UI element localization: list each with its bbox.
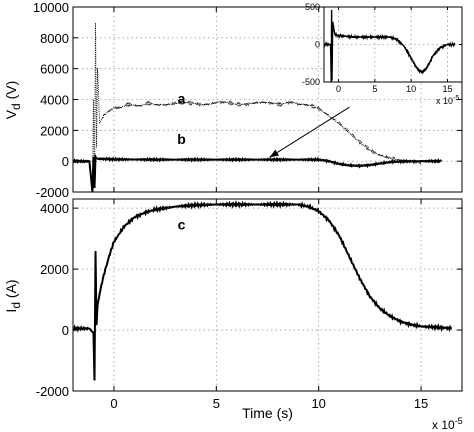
inset-x-tick-label-1: 5: [372, 84, 377, 94]
bottom-annotation-c: c: [178, 216, 186, 232]
inset-x-tick-label-0: 0: [336, 84, 341, 94]
inset-x-tick-label-2: 10: [406, 84, 416, 94]
top-y-tick-label-0: -2000: [36, 185, 69, 200]
top-annotation-b: b: [177, 131, 186, 147]
bottom-y-tick-label-3: 4000: [40, 201, 69, 216]
inset-pointer-arrow-line: [269, 106, 350, 158]
top-series-line-1: [73, 153, 443, 192]
top-y-axis-label: Vd (V): [3, 81, 23, 120]
bottom-y-label-main: I: [3, 309, 19, 313]
inset-exponent-base: x 10: [436, 96, 453, 106]
top-y-tick-label-2: 2000: [40, 123, 69, 138]
top-annotation-a: a: [178, 90, 186, 106]
top-series-line-0: [73, 22, 422, 191]
inset-y-tick-label-1: 0: [315, 40, 320, 50]
bottom-x-tick-label-0: 0: [110, 396, 117, 411]
bottom-y-label-subscript: d: [9, 302, 23, 309]
top-y-tick-label-1: 0: [62, 154, 69, 169]
top-y-tick-label-4: 6000: [40, 62, 69, 77]
inset-pointer-arrow-head: [269, 149, 280, 158]
panel-inset-voltage: -500 0 500 0 5 10 15: [302, 2, 463, 94]
bottom-axes-frame: [72, 198, 463, 392]
inset-y-tick-label-0: -500: [302, 77, 320, 87]
bottom-x-tick-label-1: 5: [213, 396, 220, 411]
top-y-tick-label-3: 4000: [40, 93, 69, 108]
bottom-exponent-base: x 10: [432, 418, 455, 432]
inset-series-line-0: [324, 9, 456, 82]
bottom-x-tick-label-3: 15: [414, 396, 428, 411]
top-y-label-subscript: d: [9, 103, 23, 110]
inset-x-exponent-label: x 10-5: [436, 95, 459, 106]
top-y-label-unit: (V): [3, 81, 19, 104]
inset-exponent-power: -5: [453, 95, 459, 102]
bottom-y-label-unit: (A): [3, 279, 19, 302]
bottom-x-axis-label: Time (s): [242, 405, 293, 421]
bottom-x-exponent-label: x 10-5: [432, 416, 463, 432]
panel-bottom-current: -2000 0 2000 4000 0 5 10 15 c: [36, 198, 463, 411]
bottom-y-axis-label: Id (A): [3, 279, 23, 312]
bottom-series-line-0: [73, 200, 452, 381]
bottom-y-tick-label-1: 0: [62, 323, 69, 338]
inset-y-tick-label-2: 500: [305, 2, 320, 12]
top-y-label-main: V: [3, 109, 19, 119]
bottom-x-tick-label-2: 10: [311, 396, 325, 411]
inset-x-tick-label-3: 15: [442, 84, 452, 94]
bottom-y-tick-label-2: 2000: [40, 262, 69, 277]
top-y-tick-label-6: 10000: [33, 0, 69, 15]
bottom-exponent-power: -5: [455, 416, 463, 426]
bottom-y-tick-label-0: -2000: [36, 384, 69, 399]
axis-labels: Time (s) Vd (V) Id (A) x 10-5 x 10-5: [3, 81, 463, 432]
top-y-tick-label-5: 8000: [40, 31, 69, 46]
